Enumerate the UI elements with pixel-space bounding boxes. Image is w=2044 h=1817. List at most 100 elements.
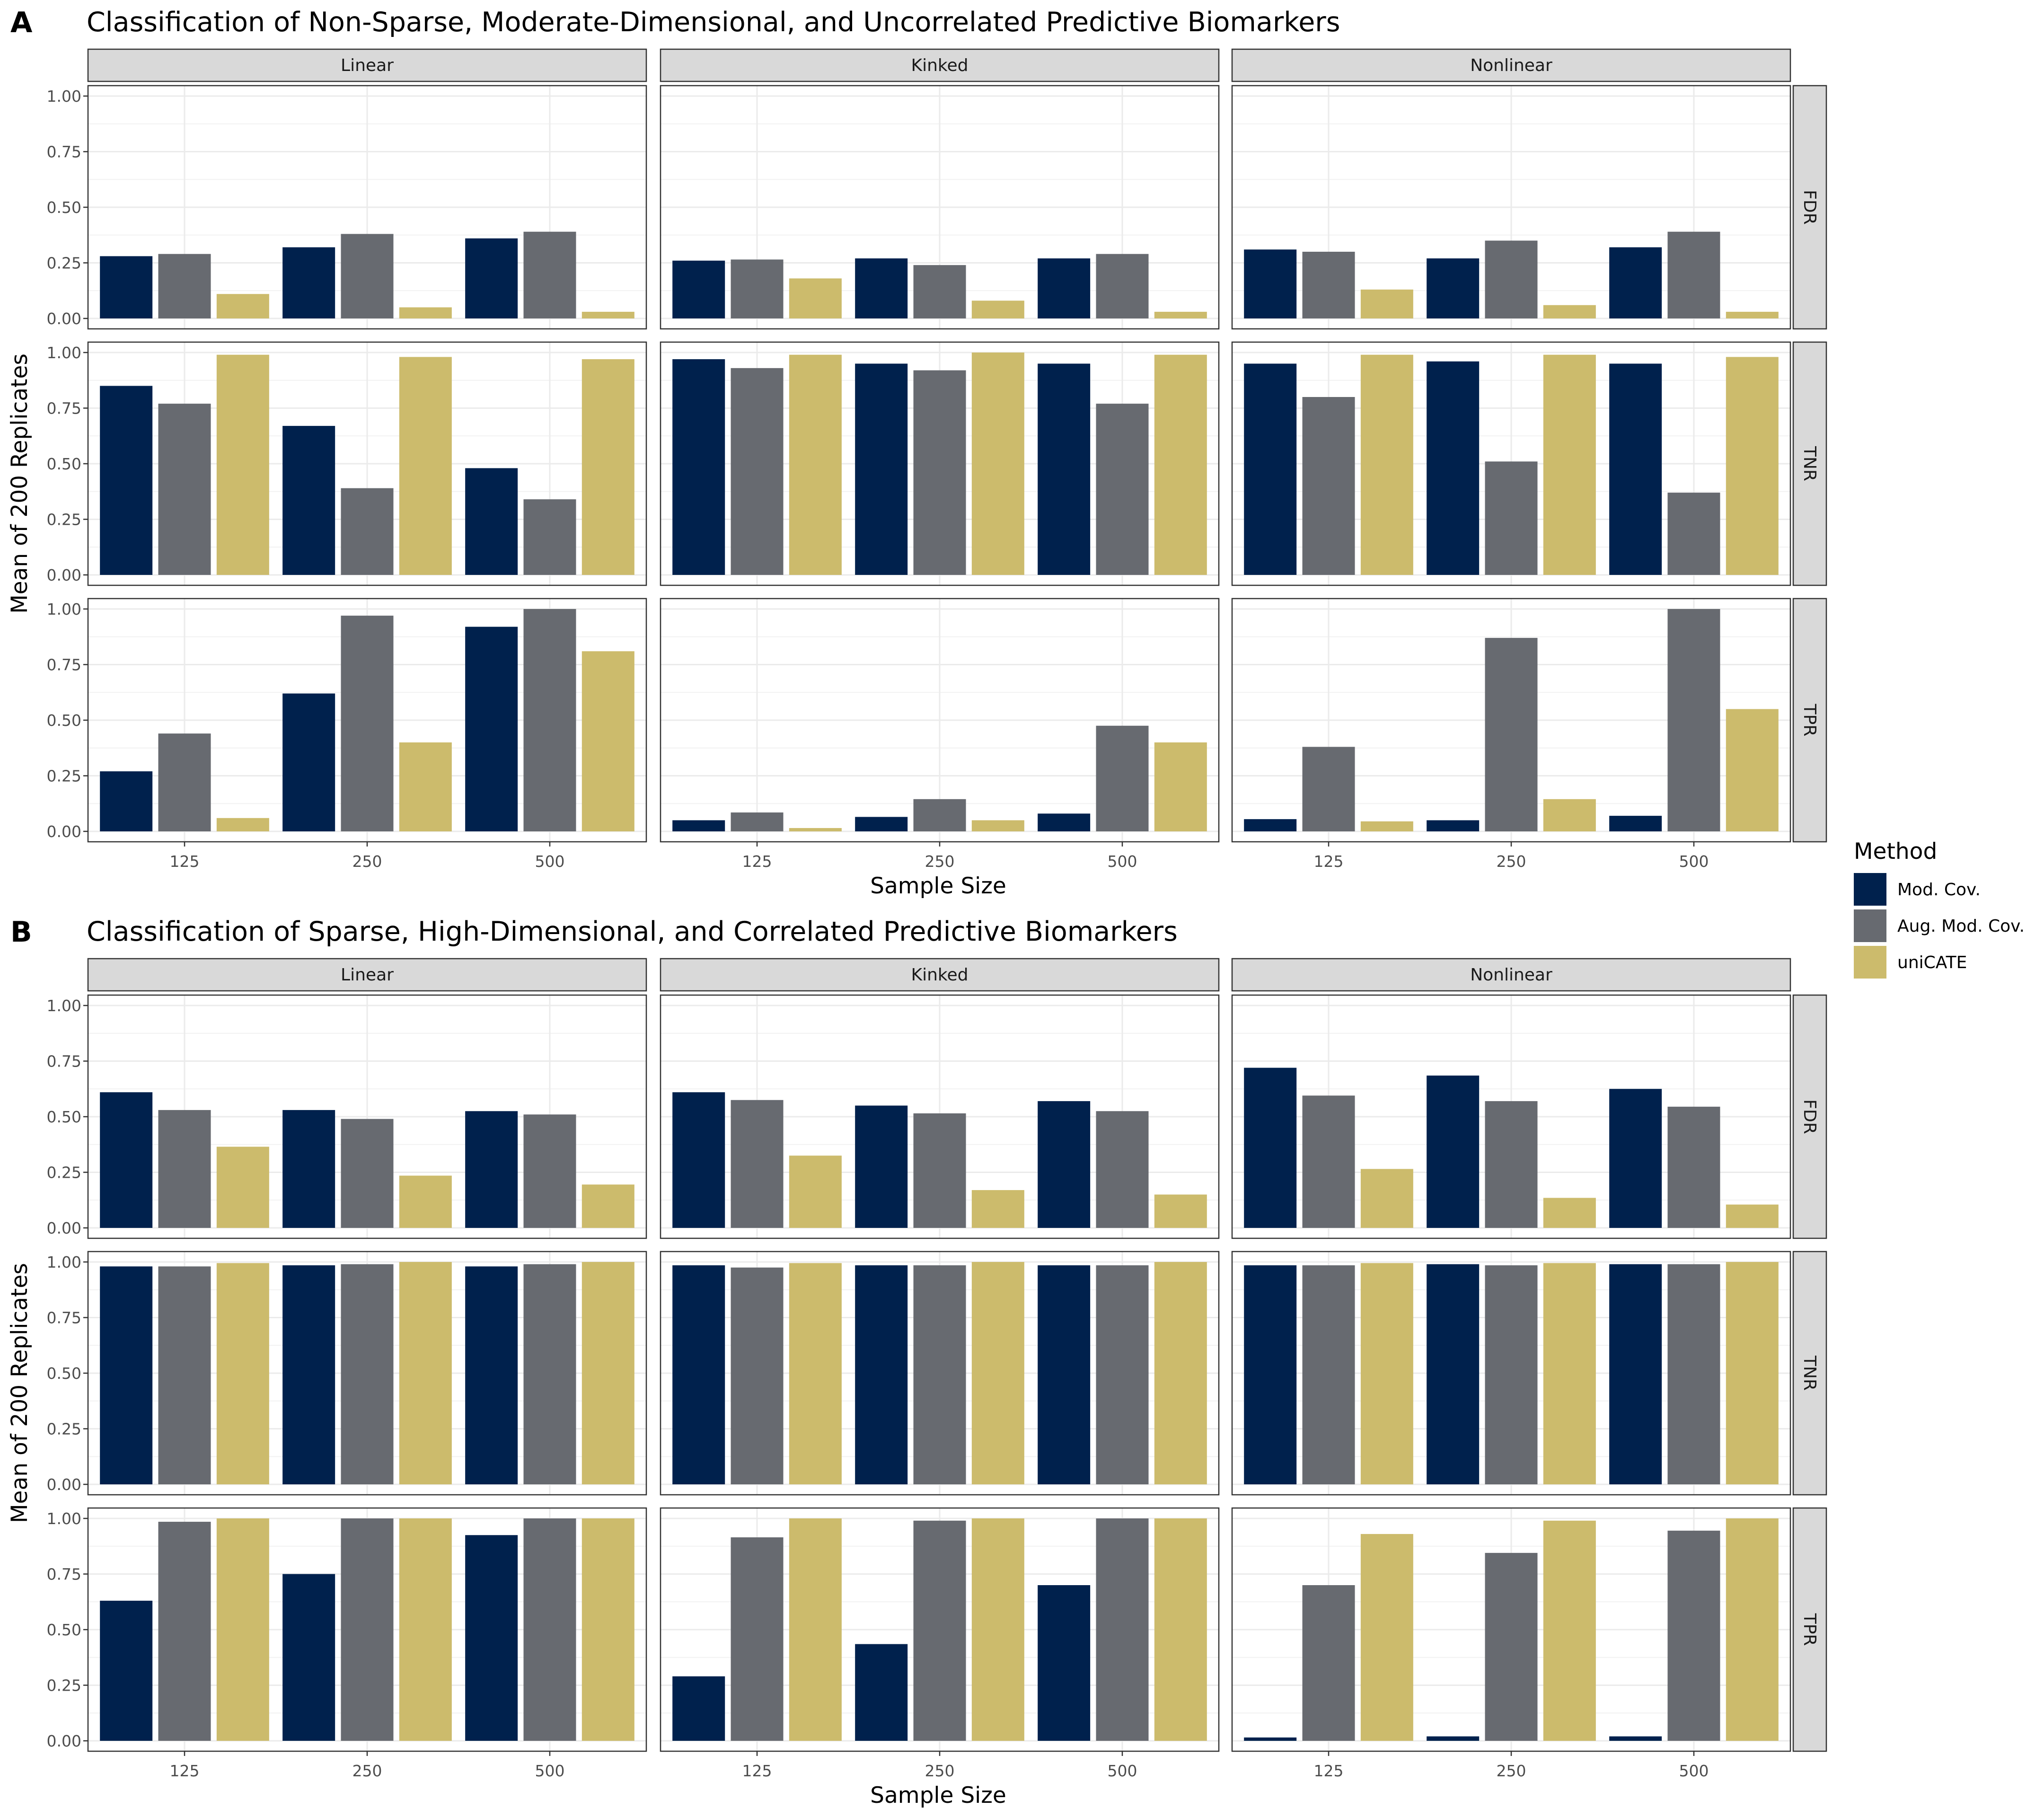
bar-unicate-n500	[581, 1262, 634, 1484]
chart-section-a: A Classification of Non-Sparse, Moderate-…	[7, 6, 1827, 899]
bar-aug-mod-cov-n500	[523, 1264, 576, 1484]
x-tick-label: 500	[535, 852, 564, 871]
panel-tnr-linear	[87, 1251, 647, 1496]
bar-unicate-n250	[1543, 1198, 1596, 1228]
y-tick-label: 0.00	[47, 822, 81, 841]
y-tick-label: 0.75	[47, 1052, 81, 1071]
x-tick-label: 125	[742, 1762, 772, 1780]
bar-aug-mod-cov-n125	[1302, 747, 1355, 831]
row-strip-label: TNR	[1800, 446, 1819, 481]
x-tick-label: 500	[1107, 1762, 1137, 1780]
bar-aug-mod-cov-n125	[1302, 1265, 1355, 1484]
bar-mod-cov-n250	[855, 1644, 908, 1741]
panel-border	[87, 994, 647, 1239]
bar-mod-cov-n500	[1038, 1101, 1091, 1228]
bar-unicate-n250	[399, 1518, 452, 1741]
y-tick-label: 0.75	[47, 1565, 81, 1584]
bar-unicate-n250	[399, 1262, 452, 1484]
y-tick-label: 0.50	[47, 1108, 81, 1126]
y-tick-label: 0.00	[47, 1475, 81, 1494]
bar-mod-cov-n250	[282, 1574, 335, 1741]
column-strip-linear	[87, 958, 647, 992]
x-tick-label: 500	[535, 1762, 564, 1780]
bar-aug-mod-cov-n250	[913, 1265, 966, 1484]
bar-mod-cov-n125	[100, 386, 153, 575]
x-tick-label: 250	[925, 852, 955, 871]
column-strip-label: Nonlinear	[1470, 965, 1552, 985]
bar-unicate-n250	[1543, 1263, 1596, 1484]
panel-border	[1231, 85, 1791, 330]
bar-unicate-n125	[789, 1263, 842, 1484]
y-tick-label: 0.50	[47, 198, 81, 217]
bar-aug-mod-cov-n500	[523, 1518, 576, 1741]
row-strip-label: FDR	[1800, 190, 1819, 224]
bar-aug-mod-cov-n250	[341, 1518, 394, 1741]
bar-mod-cov-n500	[1038, 258, 1091, 318]
x-tick-label: 500	[1107, 852, 1137, 871]
bar-unicate-n500	[1726, 1262, 1779, 1484]
y-tick-label: 0.50	[47, 1621, 81, 1639]
bar-aug-mod-cov-n250	[913, 799, 966, 831]
bar-unicate-n125	[1360, 821, 1413, 831]
bar-unicate-n500	[1154, 1194, 1207, 1228]
bar-unicate-n250	[971, 353, 1024, 575]
bar-mod-cov-n125	[672, 1092, 725, 1228]
bar-aug-mod-cov-n500	[1667, 1530, 1720, 1741]
column-strip-kinked	[660, 958, 1220, 992]
column-strip-nonlinear	[1231, 958, 1791, 992]
panel-tpr-nonlinear: 125 250 500	[1231, 1507, 1791, 1780]
y-tick-label: 0.25	[47, 1164, 81, 1182]
bar-aug-mod-cov-n125	[1302, 1585, 1355, 1741]
column-strip-label: Nonlinear	[1470, 56, 1552, 75]
bar-aug-mod-cov-n125	[158, 1266, 211, 1484]
legend-item-label: Aug. Mod. Cov.	[1897, 917, 2025, 936]
bar-aug-mod-cov-n250	[341, 1264, 394, 1484]
bar-aug-mod-cov-n250	[1485, 1552, 1538, 1741]
y-tick-label: 0.50	[47, 711, 81, 730]
y-tick-label: 0.50	[47, 1364, 81, 1383]
column-strip-label: Linear	[341, 965, 394, 985]
bar-mod-cov-n500	[465, 238, 518, 318]
bar-unicate-n500	[1154, 1262, 1207, 1484]
bar-unicate-n500	[581, 651, 634, 831]
bar-unicate-n125	[789, 1155, 842, 1228]
bar-mod-cov-n125	[1244, 363, 1297, 575]
bar-aug-mod-cov-n250	[913, 1113, 966, 1228]
y-tick-label: 0.00	[47, 1219, 81, 1237]
panel-tpr-linear: 125 250 500	[87, 1507, 647, 1780]
panel-border	[87, 85, 647, 330]
bar-mod-cov-n125	[672, 820, 725, 831]
panel-fdr-kinked	[660, 85, 1220, 330]
bar-mod-cov-n250	[855, 817, 908, 831]
column-strip-kinked	[660, 48, 1220, 82]
bar-aug-mod-cov-n250	[913, 265, 966, 318]
x-tick-label: 250	[352, 852, 382, 871]
x-tick-label: 125	[1314, 852, 1344, 871]
row-strip-tnr	[1792, 1251, 1827, 1496]
bar-unicate-n250	[971, 300, 1024, 318]
y-tick-label: 0.75	[47, 1309, 81, 1327]
panel-fdr-nonlinear	[1231, 994, 1791, 1239]
bar-mod-cov-n125	[100, 1266, 153, 1484]
bar-aug-mod-cov-n500	[523, 499, 576, 575]
x-tick-label: 125	[170, 852, 200, 871]
panel-tpr-kinked: 125 250 500	[660, 1507, 1220, 1780]
x-tick-label: 250	[1497, 852, 1526, 871]
x-axis-title: Sample Size	[870, 873, 1006, 899]
legend-swatch	[1854, 909, 1886, 942]
bar-mod-cov-n250	[1427, 1736, 1480, 1741]
legend-item-label: uniCATE	[1897, 953, 1967, 972]
y-tick-label: 0.25	[47, 1676, 81, 1695]
bar-unicate-n125	[789, 828, 842, 831]
bar-aug-mod-cov-n125	[158, 733, 211, 831]
bar-mod-cov-n250	[282, 1265, 335, 1484]
bar-unicate-n125	[1360, 1263, 1413, 1484]
row-strip-label: TPR	[1800, 704, 1819, 737]
bar-unicate-n500	[1154, 742, 1207, 831]
bar-aug-mod-cov-n125	[158, 254, 211, 318]
bar-unicate-n500	[1726, 1518, 1779, 1741]
bar-mod-cov-n500	[1609, 1089, 1662, 1228]
bar-unicate-n500	[1154, 311, 1207, 318]
bar-unicate-n125	[789, 354, 842, 575]
